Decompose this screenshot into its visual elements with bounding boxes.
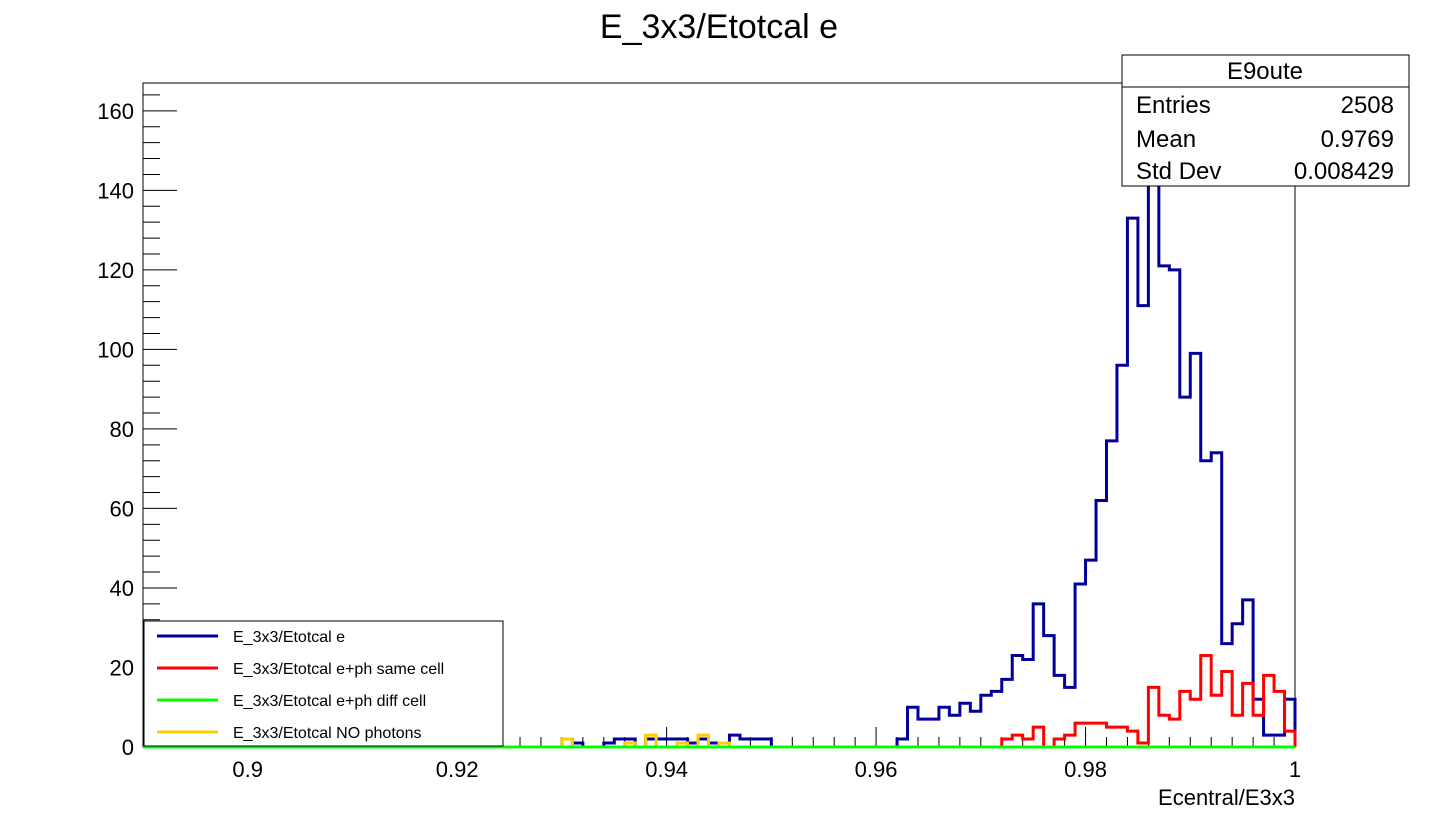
y-tick-label: 60	[110, 496, 134, 521]
x-tick-label: 0.92	[436, 757, 479, 782]
y-tick-label: 0	[122, 735, 134, 760]
legend-frame	[143, 620, 504, 747]
legend: E_3x3/Etotcal e E_3x3/Etotcal e+ph same …	[143, 620, 504, 747]
x-tick-label: 0.96	[855, 757, 898, 782]
legend-label-no-photons: E_3x3/Etotcal NO photons	[233, 725, 422, 742]
legend-label-diff-cell: E_3x3/Etotcal e+ph diff cell	[233, 693, 426, 710]
y-tick-label: 40	[110, 576, 134, 601]
axis-ticks: 0 20 40 60 80 100 120 140 160 0.9 0.92 0.94 0.96 0.98…	[97, 94, 1301, 782]
legend-label-e: E_3x3/Etotcal e	[233, 629, 345, 646]
legend-label-same-cell: E_3x3/Etotcal e+ph same cell	[233, 661, 444, 678]
y-tick-label: 20	[110, 655, 134, 680]
stats-mean-value: 0.9769	[1321, 126, 1394, 153]
y-tick-label: 100	[97, 337, 134, 362]
x-tick-label: 1	[1289, 757, 1301, 782]
stats-stddev-label: Std Dev	[1136, 158, 1221, 185]
x-tick-label: 0.98	[1064, 757, 1107, 782]
stats-stddev-value: 0.008429	[1294, 158, 1394, 185]
x-tick-label: 0.94	[645, 757, 688, 782]
y-tick-label: 160	[97, 99, 134, 124]
x-axis-label: Ecentral/E3x3	[1158, 785, 1295, 810]
x-tick-label: 0.9	[232, 757, 263, 782]
stats-entries-label: Entries	[1136, 92, 1211, 119]
stats-box: E9oute Entries 2508 Mean 0.9769 Std Dev …	[1121, 54, 1410, 187]
stats-box-title: E9oute	[1227, 58, 1303, 85]
stats-box-frame	[1121, 54, 1410, 187]
y-tick-label: 140	[97, 178, 134, 203]
chart-title: E_3x3/Etotcal e	[600, 8, 838, 46]
stats-entries-value: 2508	[1341, 92, 1394, 119]
y-tick-label: 120	[97, 258, 134, 283]
stats-mean-label: Mean	[1136, 126, 1196, 153]
y-tick-label: 80	[110, 417, 134, 442]
